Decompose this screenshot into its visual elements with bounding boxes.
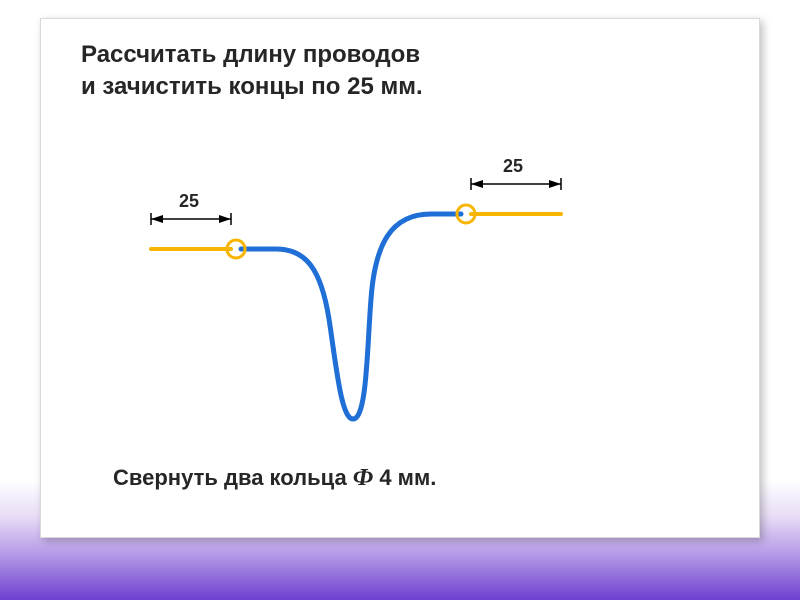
- wire-insulated: [241, 214, 461, 419]
- content-card: Рассчитать длину проводов и зачистить ко…: [40, 18, 760, 538]
- dimension-left-label: 25: [179, 191, 199, 212]
- wire-diagram: [41, 19, 761, 539]
- bottom-text-part1: Свернуть два кольца: [113, 465, 353, 490]
- bottom-text: Свернуть два кольца Ф 4 мм.: [113, 465, 436, 492]
- slide-background: Рассчитать длину проводов и зачистить ко…: [0, 0, 800, 600]
- dimension-left: [151, 213, 231, 225]
- dimension-right-label: 25: [503, 156, 523, 177]
- bottom-text-part2: 4 мм.: [373, 465, 436, 490]
- dimension-right: [471, 178, 561, 190]
- phi-symbol: Ф: [353, 465, 373, 491]
